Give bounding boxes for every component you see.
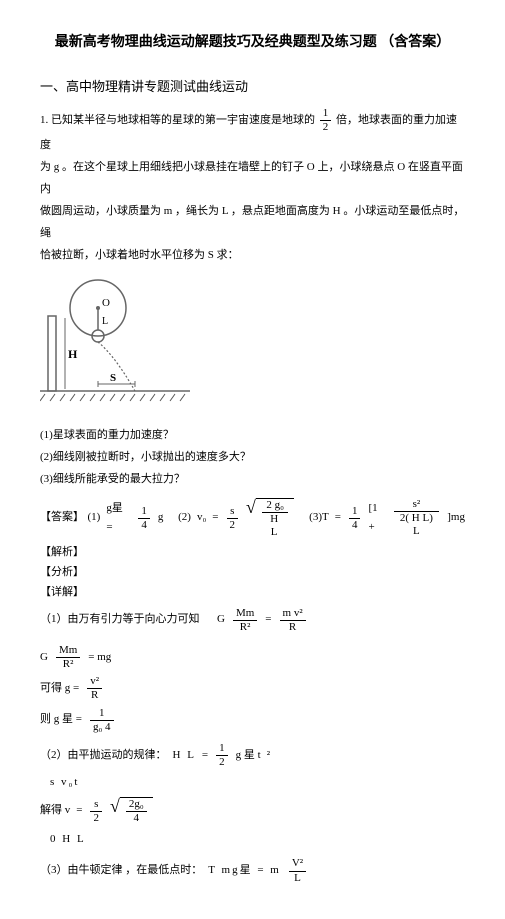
text: 0 H L bbox=[50, 830, 465, 850]
svg-text:L: L bbox=[102, 316, 108, 327]
fraction: 1 2 bbox=[216, 742, 228, 769]
questions: (1)星球表面的重力加速度？ (2)细线刚被拉断时，小球抛出的速度多大？ (3)… bbox=[40, 424, 465, 490]
svg-text:S: S bbox=[110, 372, 116, 384]
fraction: s 2 bbox=[227, 505, 239, 532]
text: g星 = bbox=[106, 499, 130, 539]
text: 则 g 星 = bbox=[40, 710, 82, 730]
s1-text: （1）由万有引力等于向心力可知 bbox=[40, 610, 200, 630]
text: L ，悬点距地面高度为 bbox=[222, 205, 330, 217]
fraction: Mm R² bbox=[233, 607, 257, 634]
text: G bbox=[217, 610, 225, 630]
q2: (2)细线刚被拉断时，小球抛出的速度多大？ bbox=[40, 446, 465, 468]
answer-label: 【答案】 bbox=[40, 508, 82, 528]
fenxi-label: 【分析】 bbox=[40, 563, 465, 583]
fraction: 1 4 bbox=[349, 505, 361, 532]
text: 为 g 。在这个星球上用细线把小球悬挂在墙壁上的钉子 bbox=[40, 161, 304, 173]
sqrt: √ 2 g₀ H L bbox=[246, 498, 294, 540]
text: g bbox=[158, 508, 164, 528]
s2-text: （2）由平抛运动的规律： bbox=[40, 746, 167, 766]
text: O 上，小球绕悬点 bbox=[307, 161, 395, 173]
fraction: m v² R bbox=[280, 607, 306, 634]
text: m ，绳长为 bbox=[164, 205, 219, 217]
text: 解得 v bbox=[40, 801, 70, 821]
text: G bbox=[40, 648, 48, 668]
fraction: 1 g₀ 4 bbox=[90, 707, 114, 734]
text: [1 + bbox=[368, 499, 385, 539]
fraction: s 2 bbox=[90, 798, 102, 825]
text: 做圆周运动，小球质量为 bbox=[40, 205, 161, 217]
jiexi-label: 【解析】 bbox=[40, 543, 465, 563]
text: T mg星 = m bbox=[208, 861, 281, 881]
problem-num: 1. bbox=[40, 114, 48, 126]
q1: (1)星球表面的重力加速度？ bbox=[40, 424, 465, 446]
a2-label: (2) bbox=[178, 508, 191, 528]
a1-label: (1) bbox=[88, 508, 101, 528]
xiangjie-label: 【详解】 bbox=[40, 583, 465, 603]
text: g 星 t bbox=[236, 746, 261, 766]
fraction: v² R bbox=[87, 675, 102, 702]
text: ]mg bbox=[447, 508, 465, 528]
q3: (3)细线所能承受的最大拉力？ bbox=[40, 468, 465, 490]
problem-block: 1. 已知某半径与地球相等的星球的第一宇宙速度是地球的 1 2 倍，地球表面的重… bbox=[40, 107, 465, 266]
text: s v₀t bbox=[50, 773, 79, 793]
section-header: 一、高中物理精讲专题测试曲线运动 bbox=[40, 75, 465, 98]
text: v₀ bbox=[197, 508, 206, 528]
sqrt: √ 2g₀ 4 bbox=[110, 797, 153, 825]
svg-text:H: H bbox=[68, 347, 78, 361]
physics-diagram: O L H S bbox=[40, 276, 465, 414]
page-title: 最新高考物理曲线运动解题技巧及经典题型及练习题 （含答案） bbox=[40, 30, 465, 55]
a3-label: (3)T bbox=[309, 508, 329, 528]
text: S 求： bbox=[208, 249, 239, 261]
fraction: 1 2 bbox=[320, 107, 332, 134]
answer-block: 【答案】 (1) g星 = 1 4 g (2) v₀ = s 2 √ 2 g₀ … bbox=[40, 498, 465, 885]
fraction: V² L bbox=[289, 857, 306, 884]
fraction: Mm R² bbox=[56, 644, 80, 671]
text: 已知某半径与地球相等的星球的第一宇宙速度是地球的 bbox=[51, 114, 315, 126]
fraction: 1 4 bbox=[138, 505, 150, 532]
svg-text:O: O bbox=[102, 297, 110, 309]
fraction: s² 2( H L) L bbox=[394, 498, 440, 539]
text: 恰被拉断，小球着地时水平位移为 bbox=[40, 249, 205, 261]
text: = bbox=[265, 610, 271, 630]
text: 可得 g = bbox=[40, 679, 79, 699]
text: = mg bbox=[88, 648, 111, 668]
text: H L bbox=[173, 746, 196, 766]
s3-text: （3）由牛顿定律 ，在最低点时： bbox=[40, 861, 202, 881]
